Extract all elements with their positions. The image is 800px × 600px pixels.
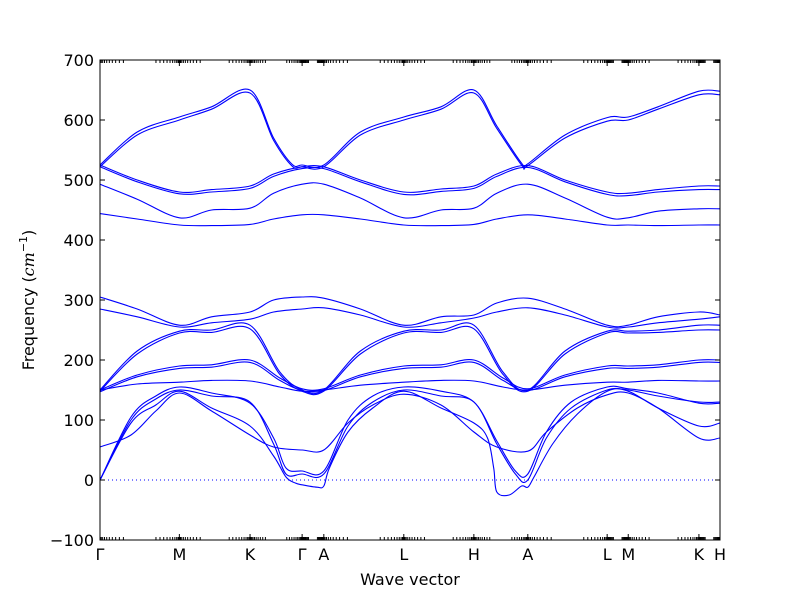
x-tick-label: Γ (96, 545, 105, 564)
y-tick-label: 400 (63, 231, 94, 250)
x-tick-label: M (172, 545, 186, 564)
band-series-13 (99, 379, 721, 392)
band-series-5 (99, 182, 721, 220)
plot-frame (99, 59, 721, 541)
band-series-15 (99, 385, 721, 481)
y-axis-label: Frequency (cm−1) (17, 230, 38, 371)
band-series-10 (99, 325, 721, 396)
x-tick-label: K (245, 545, 256, 564)
band-series-3 (99, 164, 721, 195)
band-series-6 (99, 213, 721, 227)
y-axis: −100 0 100 200 300 400 500 600 700 (50, 51, 720, 550)
band-series-4 (99, 166, 721, 197)
x-tick-label: Γ (298, 545, 307, 564)
y-tick-label: 100 (63, 411, 94, 430)
y-axis-label-unit-exponent: −1 (17, 236, 30, 252)
x-tick-label: L (399, 545, 408, 564)
y-axis-label-unit: cm (19, 252, 38, 276)
band-series-12 (99, 361, 721, 393)
x-tick-label: H (714, 545, 726, 564)
x-tick-label: M (621, 545, 635, 564)
y-axis-label-close: ) (19, 230, 38, 236)
x-tick-label: H (468, 545, 480, 564)
band-series-14 (99, 387, 721, 483)
y-tick-label: −100 (50, 531, 94, 550)
y-tick-label: 700 (63, 51, 94, 70)
phonon-bands (99, 88, 721, 497)
x-tick-label: A (522, 545, 533, 564)
x-axis-label: Wave vector (360, 570, 460, 589)
band-series-1 (99, 88, 721, 169)
y-tick-label: 300 (63, 291, 94, 310)
band-series-17 (99, 391, 721, 453)
y-axis-label-main: Frequency ( (19, 276, 38, 370)
x-tick-label: K (694, 545, 705, 564)
band-series-9 (99, 322, 721, 395)
x-tick-label: A (318, 545, 329, 564)
x-tick-label: L (603, 545, 612, 564)
band-series-2 (99, 91, 721, 170)
y-tick-label: 600 (63, 111, 94, 130)
y-tick-label: 0 (84, 471, 94, 490)
band-series-7 (99, 296, 721, 328)
plot-area (99, 88, 721, 497)
band-series-8 (99, 306, 721, 329)
band-series-11 (99, 358, 721, 391)
y-tick-label: 200 (63, 351, 94, 370)
y-tick-label: 500 (63, 171, 94, 190)
